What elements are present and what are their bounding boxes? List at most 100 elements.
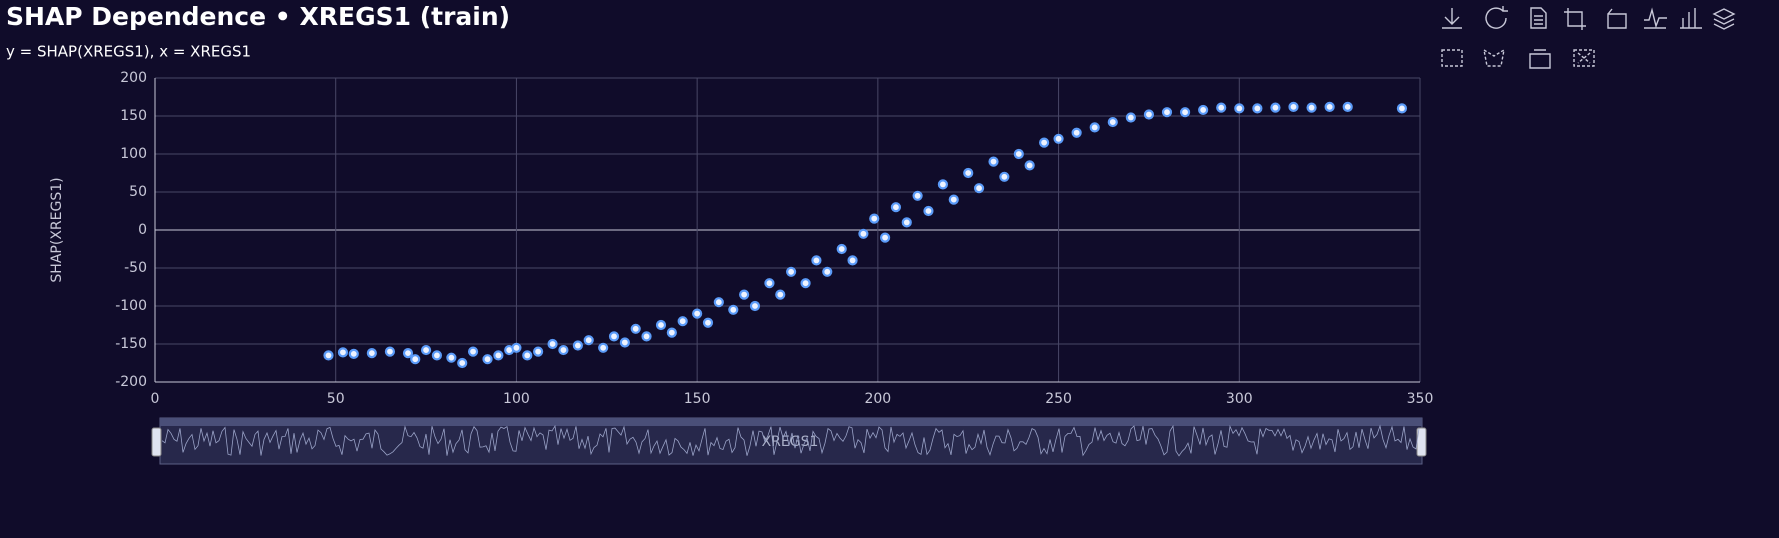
- tool-download[interactable]: [1442, 8, 1462, 29]
- point: [677, 316, 688, 327]
- point: [1342, 101, 1353, 112]
- chart-subtitle: y = SHAP(XREGS1), x = XREGS1: [6, 43, 251, 61]
- point: [858, 228, 869, 239]
- point: [533, 346, 544, 357]
- tool-zoom-back[interactable]: [1607, 8, 1627, 29]
- x-tick-label: 150: [684, 391, 711, 407]
- point: [511, 342, 522, 353]
- point: [713, 297, 724, 308]
- point: [1071, 127, 1082, 138]
- point: [366, 348, 377, 359]
- point: [608, 331, 620, 342]
- point: [728, 304, 739, 315]
- tool-restore[interactable]: [1485, 6, 1508, 29]
- point: [847, 255, 858, 266]
- point: [558, 344, 569, 356]
- point: [1216, 102, 1227, 113]
- point: [384, 346, 396, 357]
- tool-stack[interactable]: [1712, 8, 1736, 30]
- point: [666, 327, 677, 338]
- x-tick-label: 300: [1226, 391, 1253, 407]
- point: [337, 347, 349, 358]
- point: [1252, 103, 1263, 114]
- point: [467, 346, 479, 357]
- point: [1234, 103, 1245, 114]
- point: [1053, 133, 1064, 144]
- point: [739, 289, 750, 300]
- point: [869, 213, 880, 224]
- y-tick-label: -50: [124, 260, 147, 276]
- chart-title: SHAP Dependence • XREGS1 (train): [6, 2, 510, 31]
- point: [410, 354, 421, 365]
- tool-zoom[interactable]: [1564, 8, 1586, 30]
- point: [1125, 112, 1136, 123]
- x-tick-label: 200: [864, 391, 891, 407]
- tool-data-view[interactable]: [1530, 7, 1547, 29]
- data-zoom[interactable]: XREGS1: [151, 417, 1427, 465]
- point: [937, 179, 949, 190]
- point: [348, 348, 359, 359]
- point: [1396, 103, 1408, 114]
- zoom-handle-bar[interactable]: [160, 418, 1422, 426]
- point: [963, 167, 974, 179]
- x-tick-label: 250: [1045, 391, 1072, 407]
- tool-bar[interactable]: [1680, 8, 1702, 29]
- point: [420, 344, 432, 356]
- point: [1324, 101, 1335, 112]
- y-axis-label: SHAP(XREGS1): [49, 177, 65, 282]
- zoom-handle[interactable]: [151, 427, 162, 457]
- point: [402, 348, 414, 359]
- tool-polygon-select[interactable]: [1483, 48, 1505, 67]
- point: [999, 171, 1010, 182]
- y-tick-label: -150: [115, 336, 147, 352]
- point: [1270, 102, 1281, 113]
- point: [912, 190, 923, 201]
- point: [786, 266, 797, 277]
- point: [948, 194, 959, 205]
- y-tick-label: -200: [115, 374, 147, 390]
- point: [431, 350, 443, 361]
- point: [457, 357, 468, 369]
- point: [775, 289, 786, 300]
- tool-rect-select[interactable]: [1441, 49, 1463, 67]
- point: [800, 278, 811, 289]
- point: [1039, 137, 1050, 148]
- point: [764, 278, 775, 289]
- toolbox: [1441, 6, 1736, 69]
- point: [482, 354, 493, 365]
- tool-keep-select[interactable]: [1529, 49, 1551, 69]
- point: [583, 335, 594, 346]
- point: [446, 352, 457, 363]
- point: [1024, 160, 1035, 171]
- point: [619, 337, 630, 348]
- point: [655, 319, 667, 331]
- point: [1161, 107, 1173, 118]
- point: [1179, 107, 1191, 118]
- point: [1013, 148, 1024, 160]
- point: [973, 183, 985, 194]
- y-tick-label: 200: [120, 70, 147, 86]
- point: [493, 350, 504, 361]
- point: [1288, 101, 1299, 112]
- point: [572, 340, 583, 351]
- tool-line[interactable]: [1644, 7, 1667, 29]
- point: [702, 317, 714, 328]
- y-tick-label: 150: [120, 108, 147, 124]
- point: [1306, 102, 1317, 113]
- tool-clear-select[interactable]: [1573, 49, 1595, 67]
- point: [692, 308, 703, 319]
- point: [323, 350, 334, 361]
- point: [1089, 122, 1100, 133]
- y-tick-label: 100: [120, 146, 147, 162]
- point: [749, 300, 761, 312]
- x-tick-label: 0: [151, 391, 160, 407]
- point: [1198, 104, 1209, 116]
- point: [890, 202, 902, 213]
- zoom-preview: [161, 424, 1420, 457]
- point: [598, 342, 609, 353]
- point: [1107, 116, 1118, 128]
- x-tick-label: 350: [1407, 391, 1434, 407]
- point: [811, 255, 822, 266]
